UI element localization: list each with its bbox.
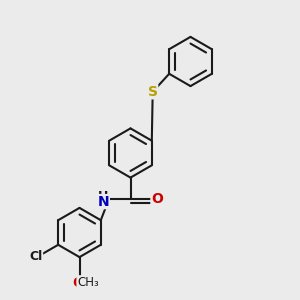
Text: N: N (98, 195, 109, 208)
Text: H: H (98, 190, 109, 203)
Text: O: O (72, 276, 84, 290)
Text: Cl: Cl (29, 250, 43, 262)
Text: S: S (148, 85, 158, 99)
Text: O: O (151, 192, 163, 206)
Text: CH₃: CH₃ (77, 276, 99, 290)
